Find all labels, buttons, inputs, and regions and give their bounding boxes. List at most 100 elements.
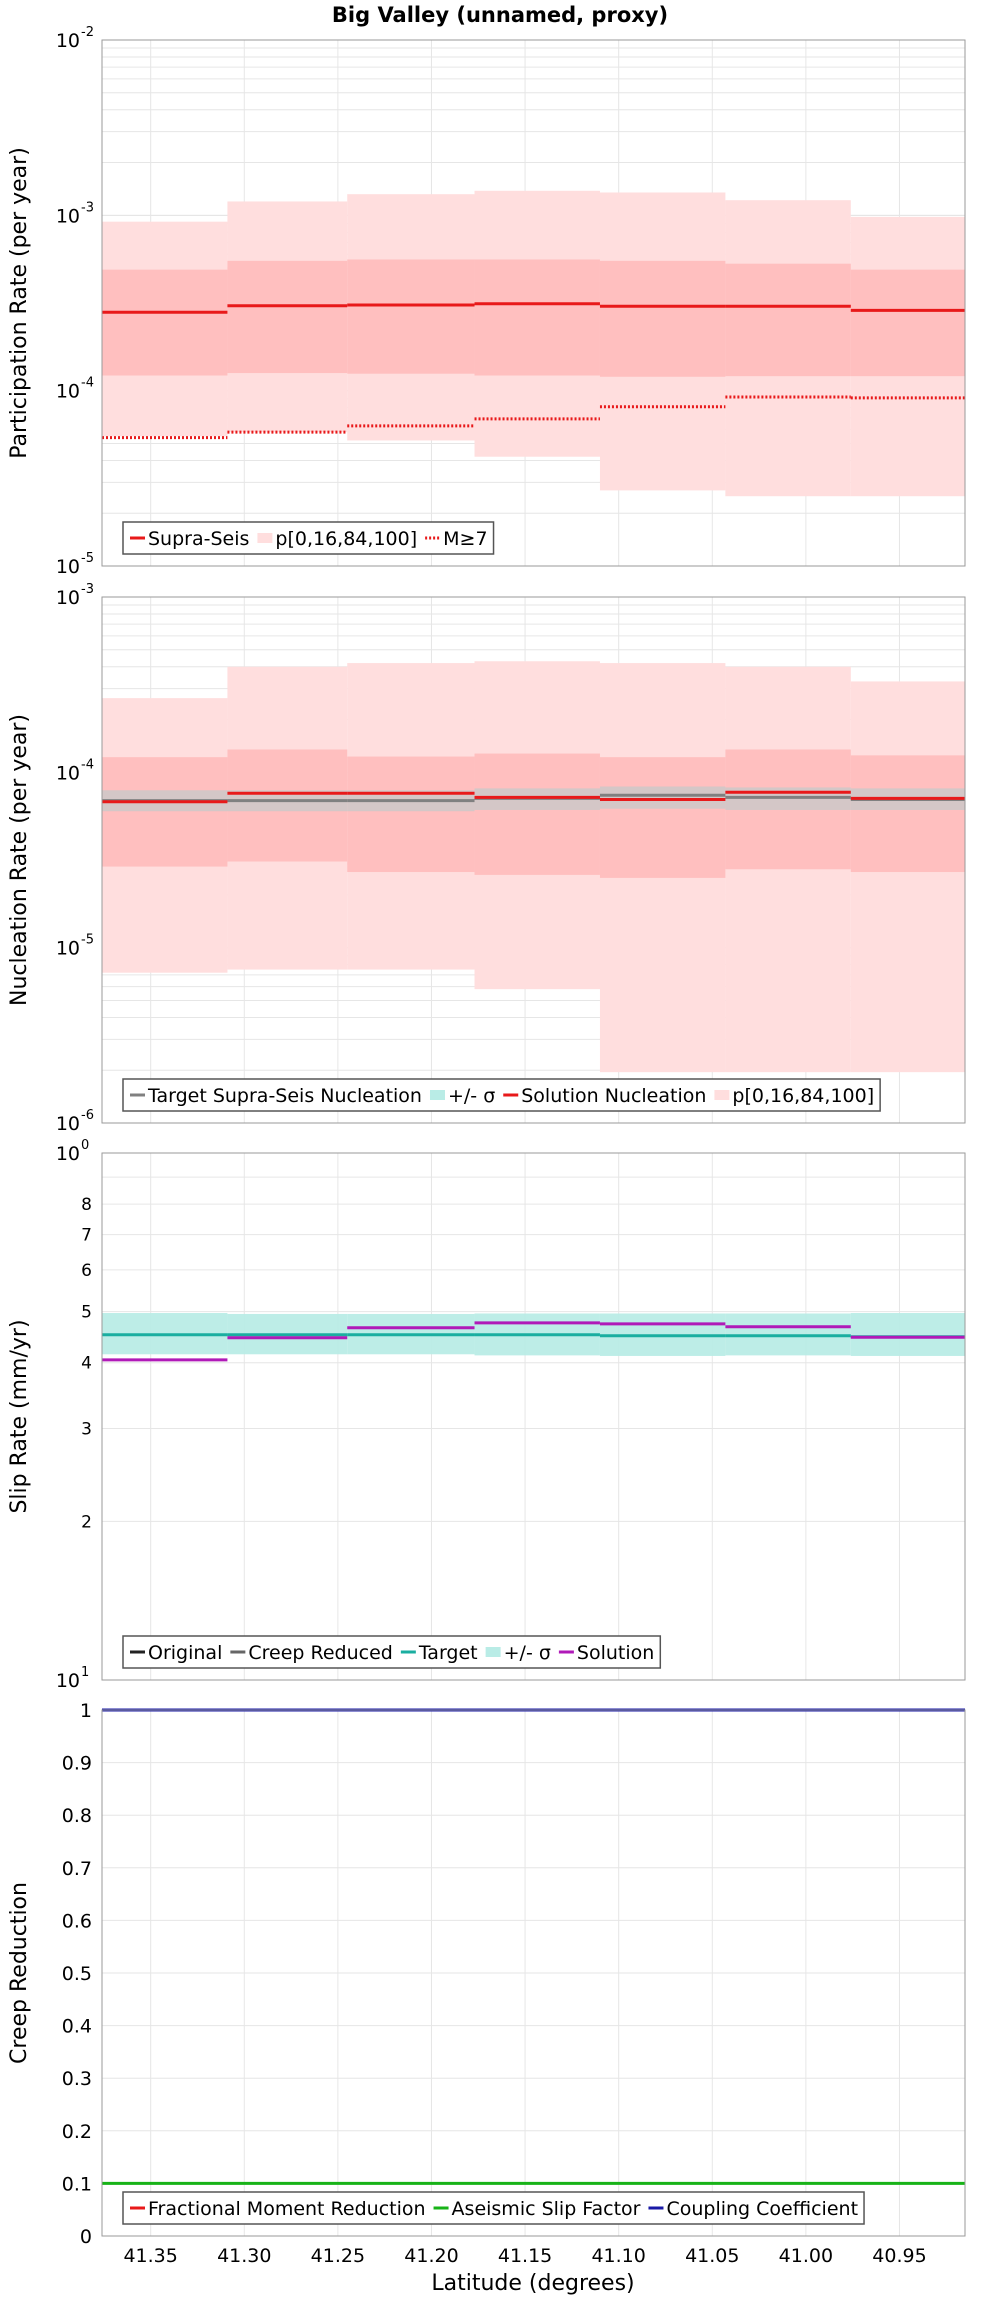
band-inner <box>599 757 726 878</box>
y-minor-tick-label: 7 <box>81 1226 92 1246</box>
legend-label: M≥7 <box>443 528 487 550</box>
x-tick-label: 41.30 <box>217 2245 271 2267</box>
y-tick-label: 10 <box>56 381 80 403</box>
band-outer <box>850 681 965 1073</box>
y-minor-tick-label: 5 <box>81 1303 92 1323</box>
legend-box <box>122 2191 865 2225</box>
legend-label: p[0,16,84,100] <box>732 1085 874 1107</box>
x-tick-label: 41.25 <box>311 2245 365 2267</box>
x-tick-label: 41.05 <box>685 2245 739 2267</box>
legend: Fractional Moment Reduction Aseismic Slip… <box>122 2191 865 2225</box>
band-outer <box>725 666 851 1073</box>
x-axis-label: Latitude (degrees) <box>431 2271 634 2296</box>
legend-label: Fractional Moment Reduction <box>148 2198 426 2220</box>
y-minor-tick-label: 3 <box>81 1420 92 1440</box>
y-tick-label: 1 <box>80 1700 92 1722</box>
y-tick-exponent: -2 <box>81 25 94 40</box>
y-tick-label: 0.6 <box>62 1910 92 1932</box>
y-tick-label: 10 <box>56 30 80 52</box>
x-tick-label: 41.10 <box>591 2245 645 2267</box>
legend-label: p[0,16,84,100] <box>275 528 417 550</box>
chart-title: Big Valley (unnamed, proxy) <box>332 3 668 27</box>
y-tick-exponent: -3 <box>81 582 94 597</box>
plot-frame <box>101 596 966 1124</box>
x-tick-label: 41.20 <box>404 2245 458 2267</box>
y-tick-label: 10 <box>56 587 80 609</box>
band-inner <box>347 259 475 374</box>
y-tick-label: 0.2 <box>62 2121 92 2143</box>
legend-label: Aseismic Slip Factor <box>452 2198 641 2220</box>
y-axis-label: Nucleation Rate (per year) <box>7 714 32 1006</box>
y-tick-label: 0.8 <box>62 1805 92 1827</box>
y-minor-tick-label: 4 <box>81 1354 92 1374</box>
y-tick-label: 10 <box>56 1113 80 1135</box>
legend-label: Solution <box>577 1642 654 1664</box>
plot-frame <box>101 1152 966 1681</box>
y-axis-label: Participation Rate (per year) <box>7 147 32 459</box>
y-tick-label: 0.5 <box>62 1963 92 1985</box>
legend-swatch <box>429 1090 445 1100</box>
y-minor-tick-label: 6 <box>81 1261 92 1281</box>
band-inner <box>102 757 228 867</box>
y-tick-label: 10 <box>56 205 80 227</box>
legend-swatch <box>485 1647 501 1657</box>
x-tick-label: 41.00 <box>779 2245 833 2267</box>
y-tick-label: 10 <box>56 938 80 960</box>
legend-swatch <box>714 1090 730 1100</box>
y-tick-label: 10 <box>56 1143 80 1165</box>
legend-label: +/- σ <box>448 1085 495 1107</box>
y-tick-label: 10 <box>56 556 80 578</box>
band-inner <box>599 260 726 377</box>
panel-creep: 1 0.9 0.8 0.7 0.6 0.5 0.4 0.3 0.2 0.1 0 Creep Reduc… <box>7 1700 966 2248</box>
plot-frame <box>101 39 966 567</box>
band-inner <box>227 260 348 374</box>
band-sigma <box>850 1313 965 1356</box>
y-tick-label: 0 <box>80 2226 92 2248</box>
x-axis: 41.35 41.30 41.25 41.20 41.15 41.10 41.05 41.00… <box>123 2245 926 2267</box>
legend-label: Original <box>148 1642 222 1664</box>
band-inner <box>850 269 965 377</box>
legend-label: Solution Nucleation <box>521 1085 706 1107</box>
y-tick-exponent: -5 <box>81 551 94 566</box>
x-tick-label: 40.95 <box>872 2245 926 2267</box>
legend-label: Coupling Coefficient <box>666 2198 858 2220</box>
band-inner <box>850 755 965 873</box>
y-tick-label: 0.1 <box>62 2173 92 2195</box>
y-tick-exponent: 0 <box>81 1138 89 1153</box>
y-tick-exponent: -4 <box>81 376 94 391</box>
band-inner <box>725 263 851 377</box>
y-tick-exponent: -3 <box>81 200 94 215</box>
y-tick-label: 10 <box>56 1670 80 1692</box>
legend: Supra-Seis p[0,16,84,100] M≥7 <box>122 521 495 555</box>
legend: Target Supra-Seis Nucleation +/- σ Solutio… <box>122 1078 881 1112</box>
y-minor-tick-label: 8 <box>81 1195 92 1215</box>
y-tick-label: 0.3 <box>62 2068 92 2090</box>
y-tick-label: 0.7 <box>62 1858 92 1880</box>
y-axis-label: Slip Rate (mm/yr) <box>7 1319 32 1513</box>
band-inner <box>102 269 228 376</box>
legend: Original Creep Reduced Target +/- σ Solution <box>122 1635 662 1669</box>
legend-label: +/- σ <box>504 1642 551 1664</box>
y-tick-label: 0.4 <box>62 2016 92 2038</box>
legend-swatch <box>257 533 273 543</box>
legend-label: Supra-Seis <box>148 528 249 550</box>
y-tick-exponent: -6 <box>81 1108 94 1123</box>
band-inner <box>474 753 600 875</box>
y-tick-exponent: 1 <box>81 1665 89 1680</box>
x-tick-label: 41.15 <box>498 2245 552 2267</box>
band-sigma <box>599 786 726 809</box>
y-tick-exponent: -5 <box>81 933 94 948</box>
y-axis-label: Creep Reduction <box>7 1882 32 2064</box>
legend-label: Target <box>418 1642 478 1664</box>
band-inner <box>347 756 475 873</box>
y-tick-exponent: -4 <box>81 757 94 772</box>
y-tick-label: 10 <box>56 762 80 784</box>
plot-frame <box>101 1709 966 2237</box>
legend-label: Target Supra-Seis Nucleation <box>147 1085 422 1107</box>
plot-area <box>102 1153 965 1680</box>
band-inner <box>474 259 600 376</box>
